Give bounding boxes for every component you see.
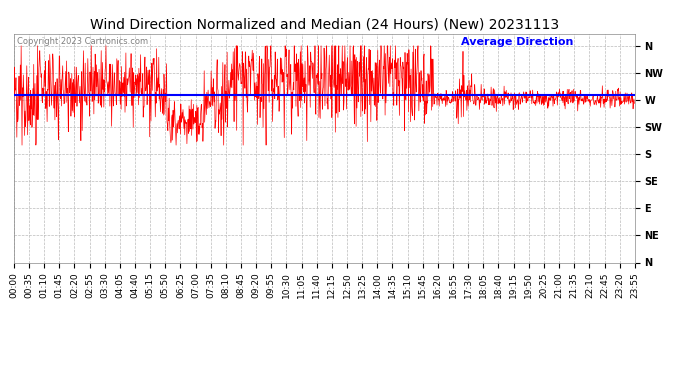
Text: Copyright 2023 Cartronics.com: Copyright 2023 Cartronics.com bbox=[17, 37, 148, 46]
Title: Wind Direction Normalized and Median (24 Hours) (New) 20231113: Wind Direction Normalized and Median (24… bbox=[90, 17, 559, 31]
Text: Average Direction: Average Direction bbox=[461, 37, 573, 47]
